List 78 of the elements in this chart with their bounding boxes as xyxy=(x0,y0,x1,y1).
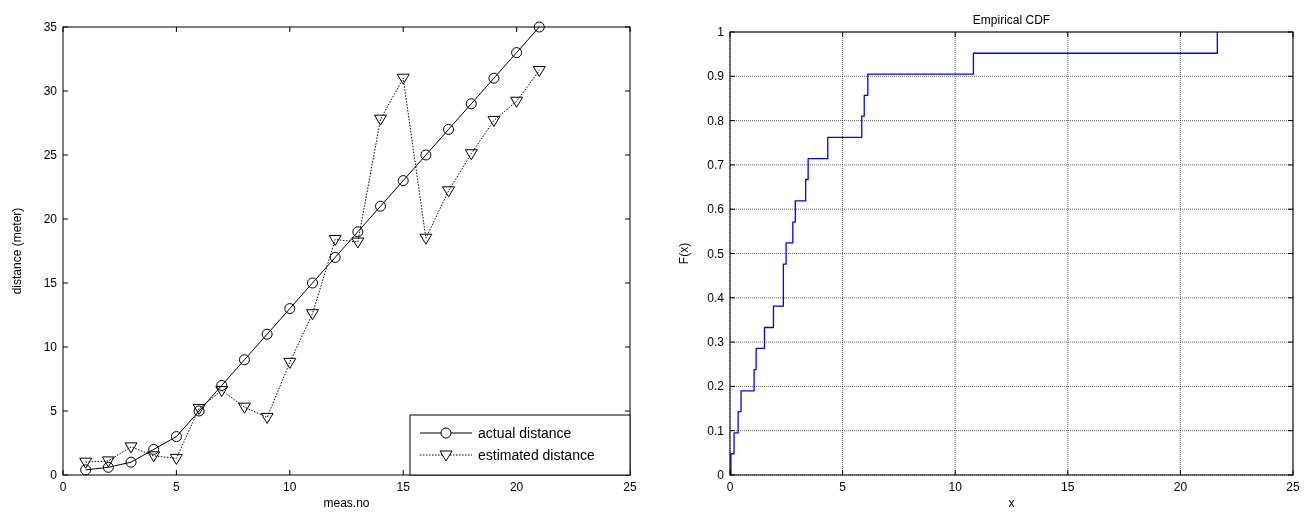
y-tick-label: 0.6 xyxy=(707,202,725,217)
y-tick-label: 5 xyxy=(50,404,58,418)
point xyxy=(147,451,161,463)
y-tick-label: 0.3 xyxy=(707,335,725,350)
point xyxy=(533,21,545,33)
x-tick-label: 0 xyxy=(59,480,67,494)
point xyxy=(419,233,433,245)
x-tick-label: 5 xyxy=(173,480,181,494)
point xyxy=(488,72,500,84)
y-tick-label: 0.5 xyxy=(707,246,725,261)
x-tick-label: 5 xyxy=(839,480,847,494)
point xyxy=(305,309,319,321)
point xyxy=(465,98,477,110)
point xyxy=(442,186,456,198)
point xyxy=(511,47,523,59)
y-tick-label: 0 xyxy=(50,468,58,482)
x-tick-label: 15 xyxy=(1061,480,1075,494)
y-tick-label: 10 xyxy=(43,340,58,354)
y-axis-title: F(x) xyxy=(677,242,691,265)
legend-label: actual distance xyxy=(478,425,572,441)
point xyxy=(170,431,182,443)
x-tick-label: 15 xyxy=(396,480,411,494)
x-tick-label: 0 xyxy=(726,480,734,494)
chart-title: Empirical CDF xyxy=(972,13,1051,27)
point xyxy=(510,96,524,108)
y-axis-title: distance (meter) xyxy=(10,207,24,295)
x-tick-label: 25 xyxy=(623,480,637,494)
y-tick-label: 0 xyxy=(717,468,725,482)
point xyxy=(169,453,183,465)
point xyxy=(396,73,410,85)
point xyxy=(124,442,138,454)
point xyxy=(261,328,273,340)
point xyxy=(101,456,115,468)
x-tick-label: 10 xyxy=(948,480,963,494)
point xyxy=(283,357,297,369)
y-tick-label: 0.4 xyxy=(707,290,725,305)
y-tick-label: 1 xyxy=(717,25,725,39)
point xyxy=(532,66,546,78)
y-tick-label: 30 xyxy=(43,84,58,98)
x-tick-label: 20 xyxy=(509,480,524,494)
x-tick-label: 10 xyxy=(283,480,297,494)
point xyxy=(80,464,92,476)
point xyxy=(487,115,501,127)
y-tick-label: 25 xyxy=(43,148,58,162)
y-tick-label: 20 xyxy=(43,212,58,226)
point xyxy=(329,251,341,263)
point xyxy=(215,386,229,398)
point xyxy=(464,149,478,161)
point xyxy=(216,379,228,391)
point xyxy=(238,354,250,366)
y-tick-label: 15 xyxy=(43,276,58,290)
point xyxy=(374,114,388,126)
y-tick-label: 0.7 xyxy=(707,157,725,172)
point xyxy=(306,277,318,289)
y-tick-label: 0.8 xyxy=(707,113,725,128)
point xyxy=(420,149,432,161)
point xyxy=(351,237,365,249)
point xyxy=(260,412,274,424)
y-tick-label: 0.1 xyxy=(707,423,725,438)
point xyxy=(79,457,93,469)
y-tick-label: 0.2 xyxy=(707,379,725,394)
x-tick-label: 20 xyxy=(1173,480,1188,494)
legend-label: estimated distance xyxy=(478,447,595,463)
x-tick-label: 25 xyxy=(1286,480,1300,494)
point xyxy=(443,123,455,135)
point xyxy=(284,303,296,315)
point xyxy=(397,175,409,187)
point xyxy=(237,402,251,414)
point xyxy=(375,200,387,212)
x-axis-title: meas.no xyxy=(323,496,370,510)
point xyxy=(328,234,342,246)
point xyxy=(148,443,160,455)
x-axis-title: x xyxy=(1008,496,1015,510)
point xyxy=(352,226,364,238)
y-tick-label: 0.9 xyxy=(707,69,725,84)
point xyxy=(102,461,114,473)
point xyxy=(125,456,137,468)
y-tick-label: 35 xyxy=(43,20,58,34)
